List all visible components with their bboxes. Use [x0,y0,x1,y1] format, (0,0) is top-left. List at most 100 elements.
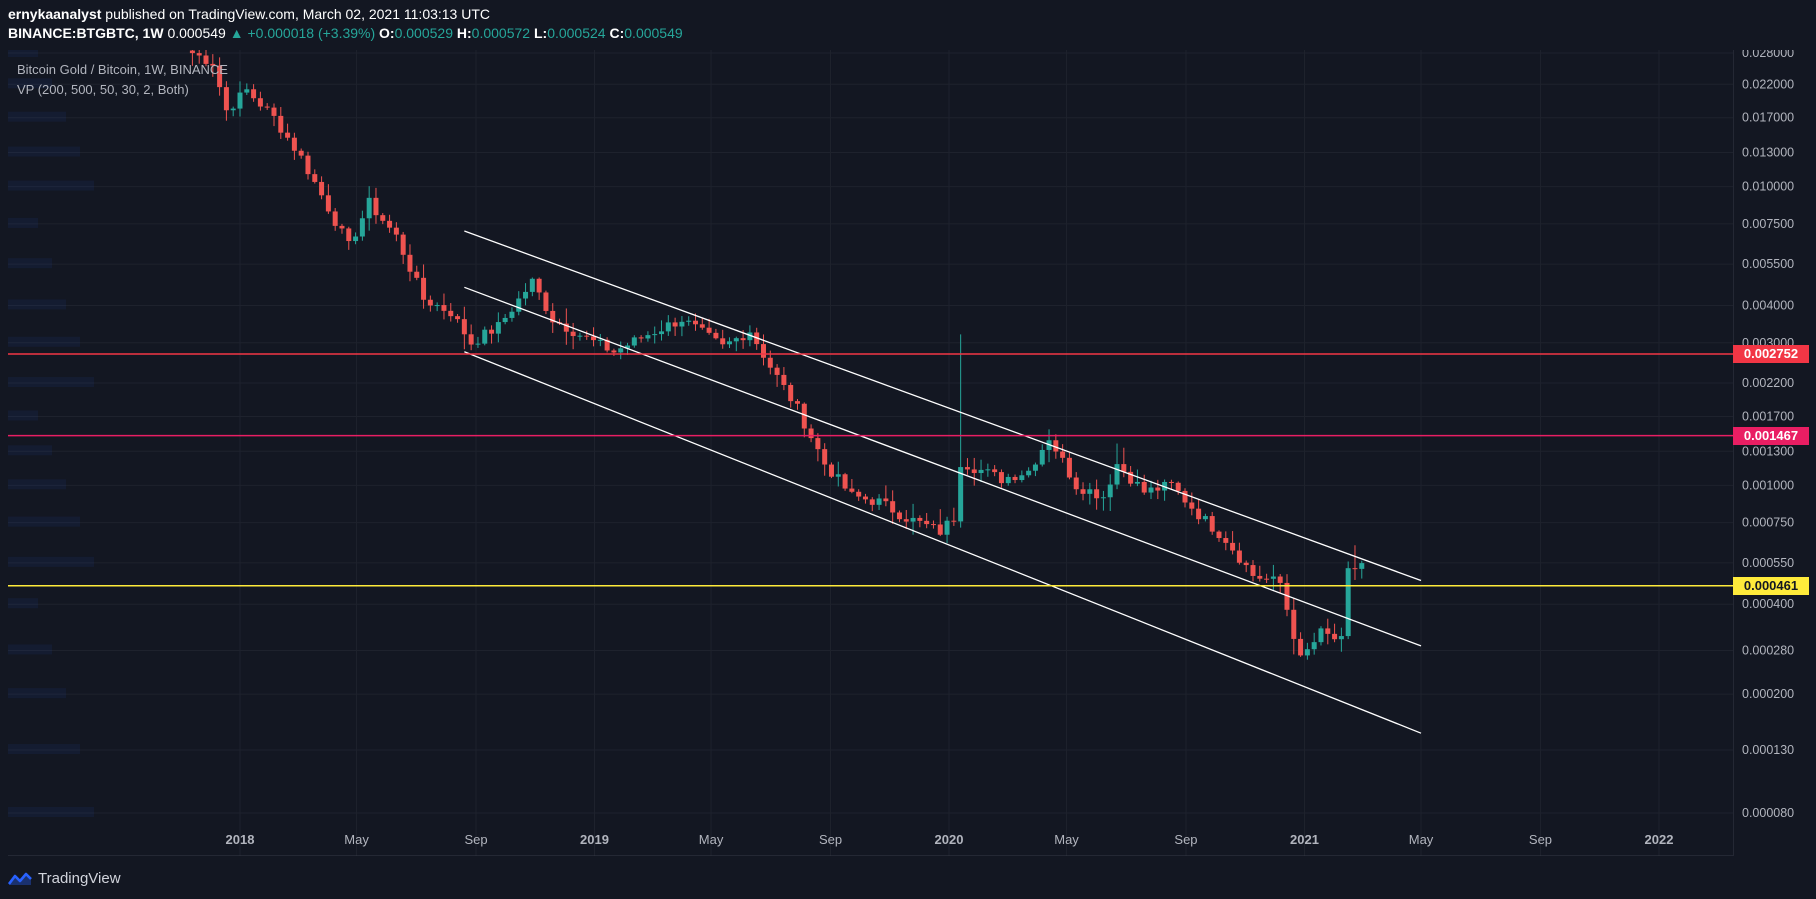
candle-body [482,329,488,344]
candle-body [448,310,454,317]
candle [455,313,461,323]
price-chart[interactable]: 2018 May Sep 2019 May Sep 2020 May Sep 2021 May Sep… [8,50,1733,856]
candle-body [679,321,685,327]
candle [645,331,651,342]
candle [856,489,862,501]
candle-body [1087,489,1093,494]
candle [958,334,964,528]
symbol-label: BINANCE:BTGBTC, 1W [8,25,164,41]
candle-body [387,220,393,228]
volume-profile-bar [8,598,38,609]
candle-body [1066,457,1072,478]
level-price-tag: 0.000461 [1733,576,1809,595]
candle-body [271,107,277,116]
candle-body [1325,628,1331,634]
candle [1236,542,1242,565]
candle [196,50,202,64]
candle-body [285,132,291,138]
candle-body [189,50,195,54]
candle [1005,473,1011,486]
footer: TradingView [0,862,1816,899]
candle-body [380,215,386,221]
candle-body [1168,481,1174,483]
candle [930,520,936,529]
candle [1264,573,1270,584]
candle-body [319,181,325,196]
price-tick-label: 0.001700 [1742,409,1794,423]
time-tick-label: 2021 [1290,832,1319,847]
candle-body [210,63,216,66]
volume-profile-bar [8,479,66,490]
candle [801,402,807,438]
candle [523,283,529,306]
open-value: 0.000529 [394,25,453,41]
candle-body [1128,471,1134,484]
candle [924,512,930,529]
time-tick-label: May [1409,832,1434,847]
legend-title[interactable]: Bitcoin Gold / Bitcoin, 1W, BINANCE [17,62,228,77]
candle [665,315,671,336]
time-axis[interactable]: 2018 May Sep 2019 May Sep 2020 May Sep 2021 May Sep… [226,832,1674,847]
candle-body [1053,440,1059,452]
candle [298,148,304,159]
candle-body [747,332,753,341]
volume-profile-bar [8,516,80,527]
candle [760,334,766,366]
candle [407,244,413,282]
candle-body [1243,562,1249,566]
time-tick-label: May [699,832,724,847]
candle [1080,482,1086,501]
candle [917,515,923,528]
candle [1134,469,1140,487]
candle-body [706,327,712,333]
candle [1073,472,1079,495]
price-axis[interactable]: 0.028000 0.022000 0.017000 0.013000 0.010000… [1733,50,1816,856]
candle [1223,531,1229,551]
candle [427,295,433,312]
candle-body [305,155,311,175]
candle-body [1155,487,1161,491]
candle [1332,623,1338,643]
candle-body [1291,609,1297,639]
candle [679,316,685,337]
candle-body [427,299,433,306]
candle [441,293,447,320]
channel-lines[interactable] [464,230,1422,734]
candle-body [298,150,304,156]
candle [1257,565,1263,582]
candle [1277,574,1283,594]
candle [951,507,957,526]
candle-body [699,324,705,328]
candle-body [1264,578,1270,580]
candle-body [801,403,807,429]
candle-body [618,348,624,353]
candle [1345,561,1351,640]
candle-body [339,225,345,229]
candle-body [516,298,522,312]
candle-body [1060,451,1066,458]
candle-body [1196,508,1202,520]
horizontal-levels[interactable] [8,353,1733,587]
tradingview-logo[interactable]: TradingView [8,870,121,887]
candle [611,348,617,356]
candle [421,264,427,309]
candle [359,210,365,241]
candle [1182,488,1188,508]
legend-indicator[interactable]: VP (200, 500, 50, 30, 2, Both) [17,82,189,97]
candle-body [1311,642,1317,650]
candle [788,382,794,408]
candle [543,290,549,315]
candle [1338,627,1344,652]
candle [203,50,209,67]
candle-body [1318,628,1324,643]
candle [489,325,495,344]
candle [713,328,719,340]
candle-body [767,357,773,368]
candle [1066,452,1072,480]
author-name[interactable]: ernykaanalyst [8,6,102,22]
volume-profile-bar [8,644,52,655]
candle [346,226,352,250]
candle [1039,444,1045,467]
candle-body [1270,576,1276,579]
candle-body [1277,576,1283,583]
